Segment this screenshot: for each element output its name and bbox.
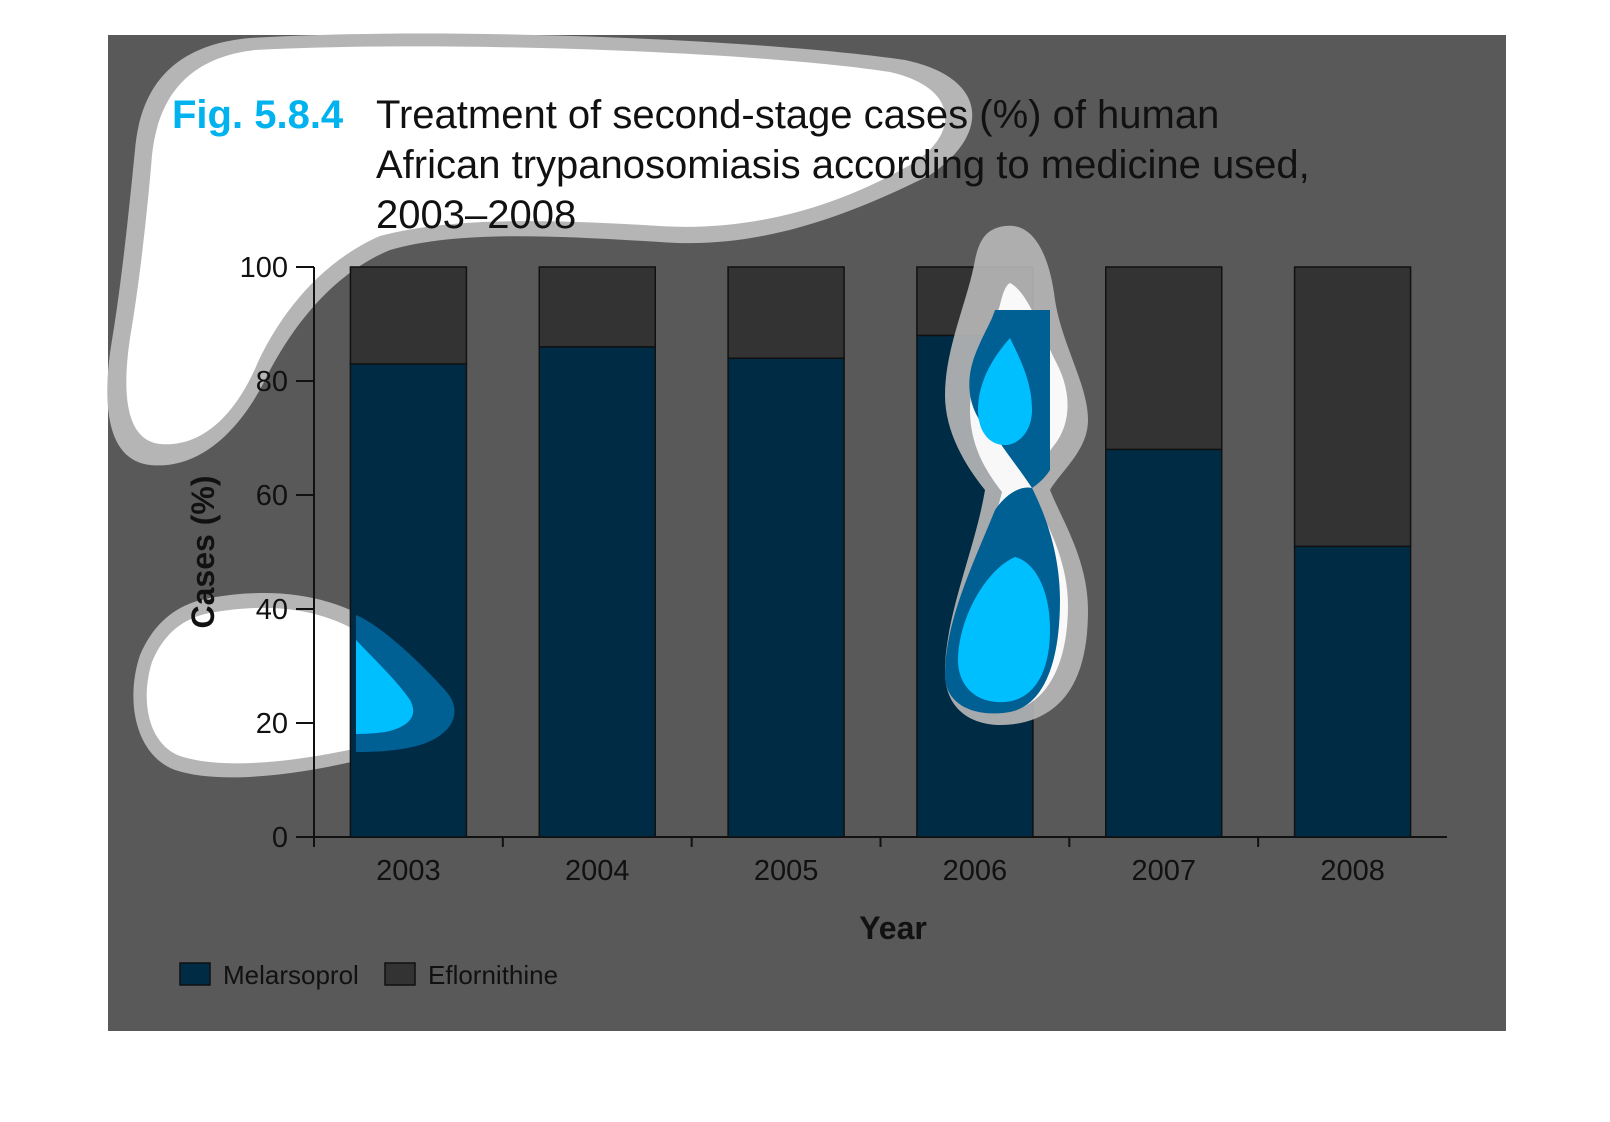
x-tick-label-2007: 2007 — [1131, 855, 1196, 887]
y-tick-label-60: 60 — [256, 480, 288, 512]
title-highlight-blob — [107, 33, 973, 466]
chart-legend: Melarsoprol Eflornithine — [179, 960, 558, 990]
bar-eflornithine-2007 — [1105, 266, 1223, 451]
x-tick-label-2008: 2008 — [1320, 855, 1385, 887]
y-tick-label-20: 20 — [256, 708, 288, 740]
x-tick-label-2006: 2006 — [943, 855, 1008, 887]
bar-melarsoprol-2007 — [1105, 448, 1223, 838]
legend-label-eflornithine: Eflornithine — [428, 960, 558, 990]
legend-swatch-melarsoprol — [179, 962, 211, 986]
x-tick-label-2003: 2003 — [376, 855, 441, 887]
y-axis-title: Cases (%) — [185, 476, 221, 629]
y-tick-label-80: 80 — [256, 366, 288, 398]
chart-title-line-2: African trypanosomiasis according to med… — [376, 143, 1310, 187]
chart-axes: 0 20 40 60 80 100 2003 2004 2005 2006 2007 2008 — [240, 252, 1447, 887]
legend-label-melarsoprol: Melarsoprol — [223, 960, 359, 990]
chart-title-line-3: 2003–2008 — [376, 193, 576, 237]
y-tick-label-0: 0 — [272, 822, 288, 854]
x-axis-title: Year — [859, 910, 927, 946]
bar-2006-highlight-blob — [945, 225, 1088, 726]
bar-melarsoprol-2005 — [727, 357, 845, 838]
y-tick-label-100: 100 — [240, 252, 288, 284]
y-tick-label-40: 40 — [256, 594, 288, 626]
bar-melarsoprol-2004 — [538, 346, 656, 838]
bar-eflornithine-2005 — [727, 266, 845, 359]
x-tick-label-2004: 2004 — [565, 855, 630, 887]
bar-eflornithine-2004 — [538, 266, 656, 348]
x-tick-label-2005: 2005 — [754, 855, 819, 887]
chart-title-line-1: Treatment of second-stage cases (%) of h… — [376, 93, 1219, 137]
bar-2003-highlight-blob — [356, 615, 455, 752]
figure-label: Fig. 5.8.4 — [172, 93, 344, 137]
legend-swatch-eflornithine — [384, 962, 416, 986]
bar-melarsoprol-2008 — [1293, 545, 1412, 838]
bar-eflornithine-2003 — [349, 266, 468, 365]
bar-melarsoprol-2003 — [349, 363, 468, 838]
bar-eflornithine-2008 — [1293, 266, 1412, 548]
